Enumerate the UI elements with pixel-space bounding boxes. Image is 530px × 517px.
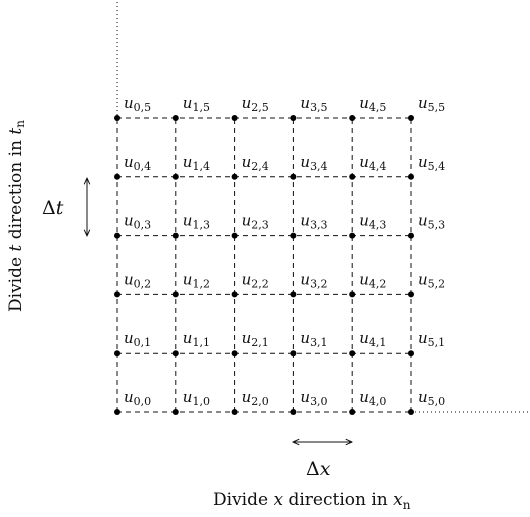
delta-x-label: Δx	[306, 458, 331, 480]
grid-point	[349, 350, 355, 356]
grid-point	[349, 115, 355, 121]
grid-point-label: u4,3	[359, 212, 386, 232]
x-axis-caption: Divide x direction in xn	[213, 490, 411, 512]
grid-point	[114, 174, 120, 180]
grid-point-label: u3,4	[300, 153, 327, 173]
grid-point	[232, 115, 238, 121]
grid-point-label: u5,3	[418, 212, 445, 232]
grid-point-label: u4,5	[359, 94, 386, 114]
grid-point	[408, 409, 414, 415]
grid-point-label: u0,1	[124, 329, 151, 349]
grid-point-label: u4,0	[359, 388, 386, 408]
grid-point-label: u3,0	[300, 388, 327, 408]
grid-point	[349, 409, 355, 415]
grid-point	[408, 291, 414, 297]
grid-point-label: u2,0	[242, 388, 269, 408]
delta-t-label: Δt	[42, 197, 64, 219]
grid-labels: u0,0 u0,1 u0,2 u0,3 u0,4 u0,5 u1,0 u1,1 u1,2 u1,3…	[124, 94, 445, 408]
grid-point-label: u2,4	[242, 153, 269, 173]
grid-point	[290, 174, 296, 180]
grid-point-label: u3,2	[300, 270, 327, 290]
grid-point-label: u1,5	[183, 94, 210, 114]
grid-point	[173, 174, 179, 180]
grid-point	[232, 350, 238, 356]
grid-point	[290, 350, 296, 356]
grid-point	[349, 174, 355, 180]
grid-point-label: u5,2	[418, 270, 445, 290]
grid-point-label: u2,2	[242, 270, 269, 290]
grid-point	[114, 350, 120, 356]
grid-point	[408, 233, 414, 239]
grid-point-label: u0,2	[124, 270, 151, 290]
grid-point	[114, 409, 120, 415]
grid-point-label: u1,1	[183, 329, 210, 349]
grid-point-label: u0,4	[124, 153, 151, 173]
grid-point	[232, 233, 238, 239]
grid-point-label: u2,3	[242, 212, 269, 232]
grid-point	[173, 233, 179, 239]
grid-point-label: u1,4	[183, 153, 210, 173]
grid-point-label: u4,4	[359, 153, 386, 173]
grid-point	[290, 409, 296, 415]
grid-point	[114, 115, 120, 121]
grid-point-label: u5,0	[418, 388, 445, 408]
grid-point	[232, 409, 238, 415]
grid-point-label: u2,5	[242, 94, 269, 114]
grid-point	[408, 174, 414, 180]
grid-point	[232, 174, 238, 180]
grid-point	[349, 291, 355, 297]
grid-point-label: u2,1	[242, 329, 269, 349]
grid-point	[114, 233, 120, 239]
grid-point	[290, 233, 296, 239]
grid-point	[232, 291, 238, 297]
grid-point	[408, 350, 414, 356]
grid-point	[173, 409, 179, 415]
grid-point-label: u4,1	[359, 329, 386, 349]
grid-point-label: u5,1	[418, 329, 445, 349]
grid-point-label: u1,0	[183, 388, 210, 408]
grid-point-label: u1,3	[183, 212, 210, 232]
grid-point-label: u4,2	[359, 270, 386, 290]
grid-point	[173, 115, 179, 121]
grid-point	[349, 233, 355, 239]
grid-point	[114, 291, 120, 297]
grid-point	[408, 115, 414, 121]
grid-point	[290, 291, 296, 297]
grid-point-label: u5,5	[418, 94, 445, 114]
grid-point-label: u0,5	[124, 94, 151, 114]
grid-point-label: u0,3	[124, 212, 151, 232]
grid-point-label: u3,1	[300, 329, 327, 349]
grid-point-label: u3,3	[300, 212, 327, 232]
grid-point-label: u0,0	[124, 388, 151, 408]
t-axis-caption: Divide t direction in tn	[6, 120, 27, 312]
grid-point-label: u1,2	[183, 270, 210, 290]
grid-point	[290, 115, 296, 121]
grid-point	[173, 291, 179, 297]
grid-point-label: u3,5	[300, 94, 327, 114]
grid-point-label: u5,4	[418, 153, 445, 173]
grid-point	[173, 350, 179, 356]
